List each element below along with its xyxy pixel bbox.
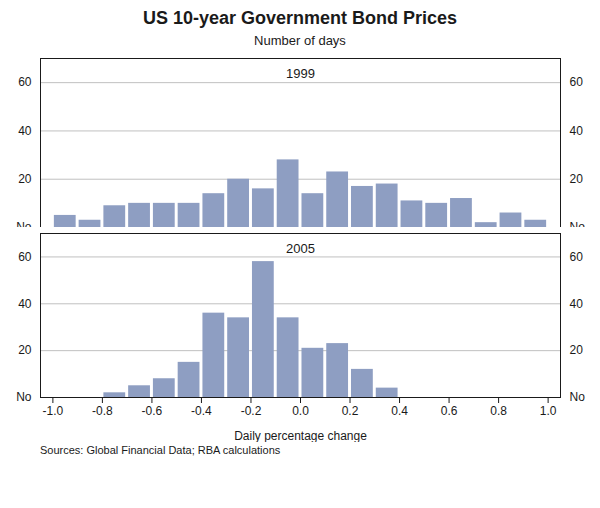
html-text:Sources: Global Financial Data: Sources: Global Financial Data; RBA calc… [40,444,281,456]
svg-text:0.6: 0.6 [441,404,458,418]
svg-text:60: 60 [18,250,32,264]
svg-text:No: No [570,390,586,404]
svg-text:20: 20 [18,172,32,186]
svg-text:20: 20 [570,343,584,357]
svg-text:40: 40 [18,297,32,311]
svg-text:1.0: 1.0 [540,404,557,418]
svg-text:No: No [16,390,32,404]
svg-text:40: 40 [18,124,32,138]
svg-text:60: 60 [570,75,584,89]
svg-text:0.2: 0.2 [342,404,359,418]
svg-text:0.0: 0.0 [292,404,309,418]
svg-text:20: 20 [18,343,32,357]
svg-text:No: No [16,220,32,227]
svg-text:No: No [570,220,586,227]
svg-text:2005: 2005 [286,241,315,256]
html-text:US 10-year Government Bond Pri: US 10-year Government Bond Prices [142,8,458,28]
svg-text:20: 20 [570,172,584,186]
svg-text:-0.6: -0.6 [142,404,163,418]
svg-text:40: 40 [570,297,584,311]
svg-text:0.4: 0.4 [391,404,408,418]
svg-text:60: 60 [18,75,32,89]
svg-text:Daily percentage change: Daily percentage change [234,429,367,443]
svg-text:-0.8: -0.8 [92,404,113,418]
svg-text:40: 40 [570,124,584,138]
svg-text:-1.0: -1.0 [43,404,64,418]
svg-text:-0.2: -0.2 [241,404,262,418]
svg-text:60: 60 [570,250,584,264]
svg-text:1999: 1999 [286,66,315,81]
svg-text:-0.4: -0.4 [191,404,212,418]
html-text:Number of days: Number of days [254,33,346,48]
svg-text:0.8: 0.8 [490,404,507,418]
